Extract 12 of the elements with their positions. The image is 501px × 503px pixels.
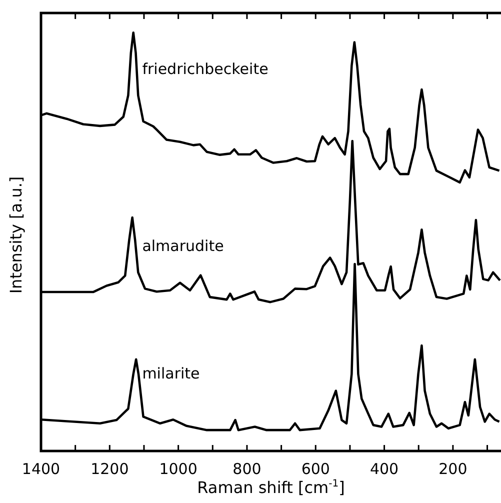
series-label: friedrichbeckeite [142,60,268,78]
x-axis-title: Raman shift [cm$^{-1}$] [196,478,346,497]
x-tick-label: 400 [370,460,399,478]
x-tick-label: 1200 [90,460,129,478]
x-tick-label: 800 [232,460,262,478]
x-tick-label: 200 [438,460,468,478]
y-axis-title: Intensity [a.u.] [6,176,26,294]
x-tick-label: 1400 [22,460,60,478]
series-label: milarite [142,364,200,383]
x-tick-label: 600 [301,460,330,478]
series-label: almarudite [142,236,224,255]
x-tick-label: 1000 [159,460,198,478]
